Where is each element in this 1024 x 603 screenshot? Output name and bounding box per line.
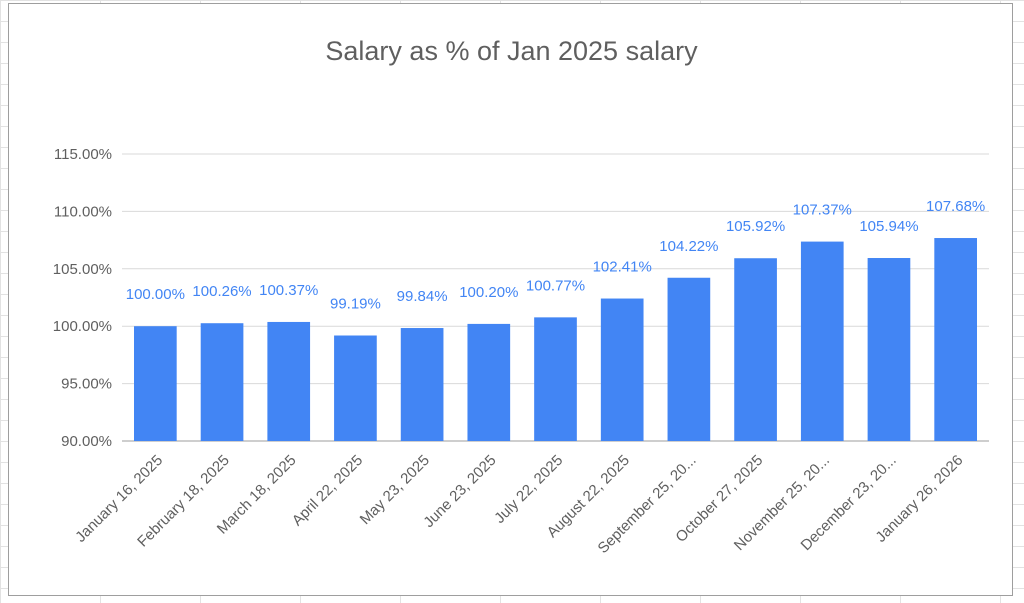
y-tick-label: 95.00%: [61, 376, 112, 393]
bar-data-label: 105.92%: [726, 218, 785, 235]
bar-data-label: 100.00%: [126, 286, 185, 303]
bar-data-label: 100.20%: [459, 284, 518, 301]
data-labels: 100.00% 100.26% 100.37% 99.19% 99.84% 100.20%…: [126, 198, 986, 312]
bar-data-label: 99.19%: [330, 295, 381, 312]
bar-data-label: 105.94%: [859, 218, 918, 235]
bar[interactable]: [334, 335, 377, 441]
bar-data-label: 102.41%: [593, 259, 652, 276]
chart-title: Salary as % of Jan 2025 salary: [325, 36, 698, 66]
bar-chart: 90.00% 95.00% 100.00% 105.00% 110.00% 115.00%…: [53, 146, 989, 557]
bar[interactable]: [400, 328, 444, 441]
bar-data-label: 100.77%: [526, 277, 585, 294]
bar-data-label: 100.26%: [192, 283, 251, 300]
bar-data-label: 100.37%: [259, 282, 318, 299]
bar[interactable]: [134, 326, 177, 441]
bars: [134, 238, 977, 441]
x-category-label: July 22, 2025: [491, 452, 566, 527]
y-tick-label: 90.00%: [61, 433, 112, 450]
y-tick-label: 110.00%: [54, 203, 112, 220]
bar-data-label: 99.84%: [397, 288, 448, 305]
y-tick-label: 100.00%: [53, 318, 112, 335]
bar-data-label: 104.22%: [659, 238, 718, 255]
y-tick-label: 115.00%: [54, 146, 112, 163]
bar[interactable]: [667, 277, 711, 441]
y-tick-label: 105.00%: [53, 261, 112, 278]
y-axis-labels: 90.00% 95.00% 100.00% 105.00% 110.00% 115.00%: [53, 146, 112, 450]
chart-container[interactable]: Salary as % of Jan 2025 salary 90.00% 95.…: [8, 3, 1013, 596]
bar-data-label: 107.68%: [926, 198, 985, 215]
x-category-label: April 22, 2025: [289, 452, 366, 529]
bar-data-label: 107.37%: [793, 202, 852, 219]
bar[interactable]: [467, 323, 511, 441]
bar[interactable]: [267, 321, 311, 441]
bar[interactable]: [200, 323, 244, 441]
bar[interactable]: [734, 258, 777, 441]
gridlines: [122, 153, 989, 442]
bar[interactable]: [600, 298, 644, 441]
bar[interactable]: [867, 258, 911, 441]
bar[interactable]: [934, 238, 977, 441]
bar[interactable]: [534, 317, 577, 441]
bar[interactable]: [800, 241, 844, 441]
